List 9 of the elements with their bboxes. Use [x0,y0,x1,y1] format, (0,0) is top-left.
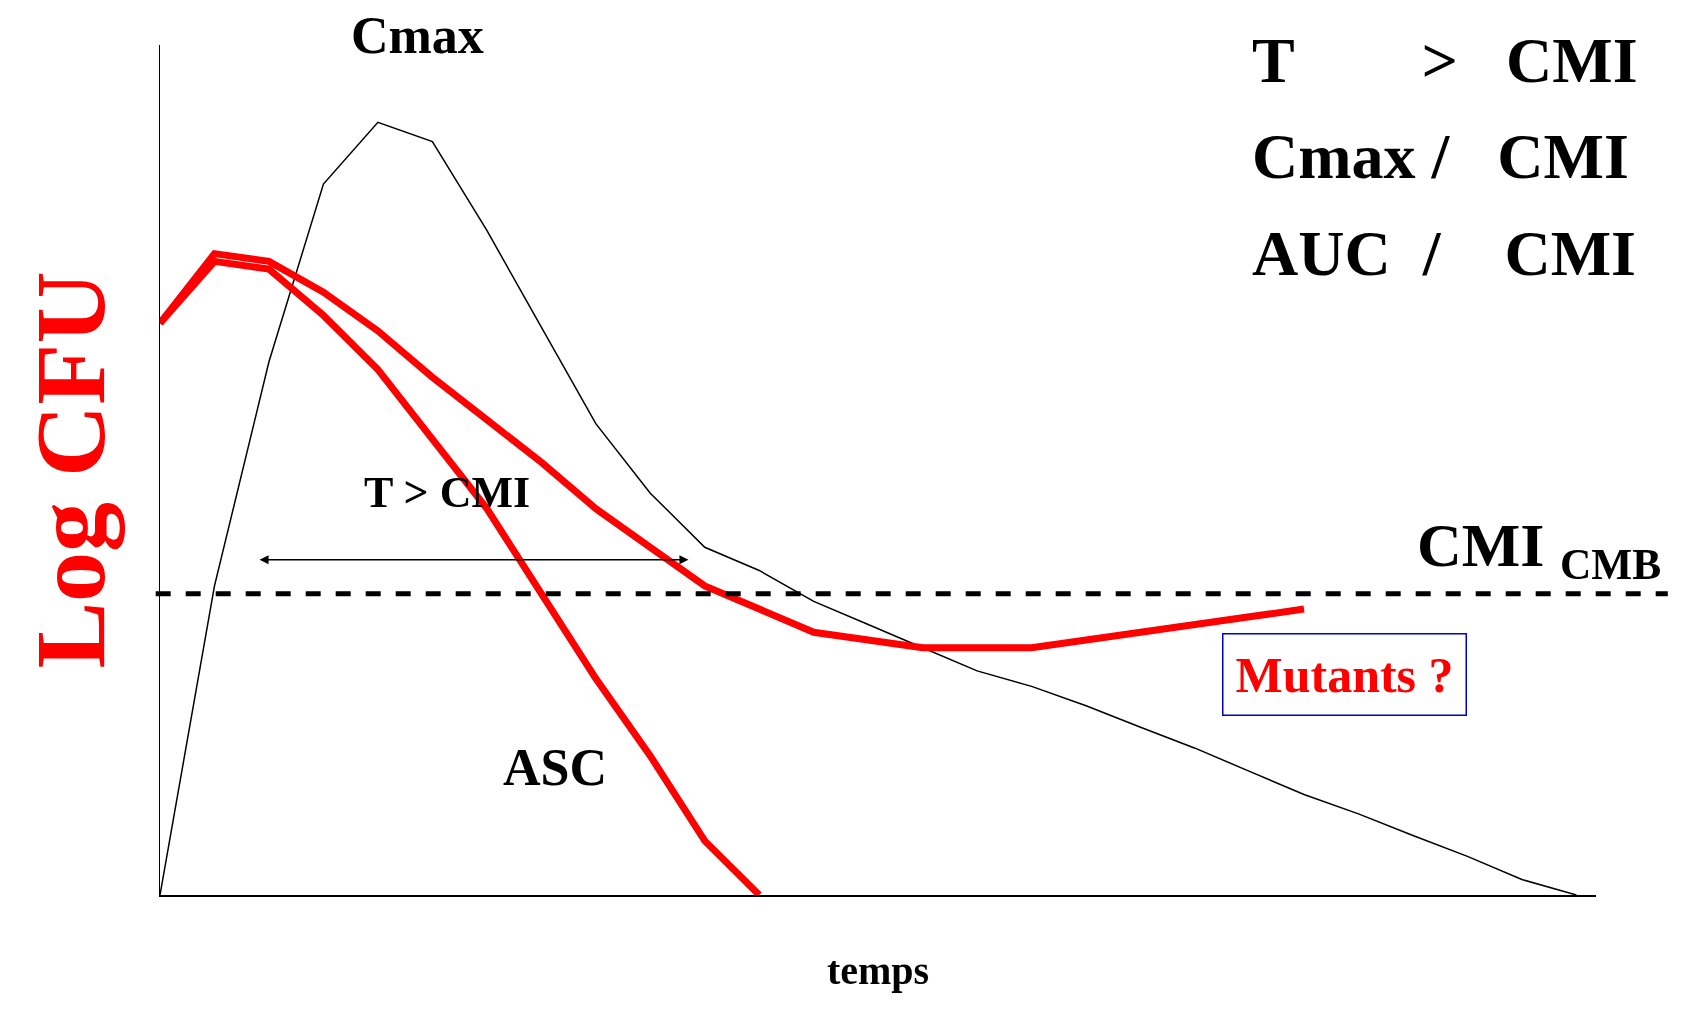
annotation: ASC [503,739,608,796]
text: Cmax [351,7,484,64]
annotation: AUC / CMI [1252,218,1636,289]
annotation: Mutants ? [1235,646,1454,703]
text: T > CMI [1252,25,1638,96]
ref-line-label: CMI $_{CMB}$ [1417,511,1662,589]
annotation: Cmax / CMI [1252,121,1629,192]
y-axis-title: Log CFU [15,271,127,669]
x-axis-title: temps [826,947,930,993]
